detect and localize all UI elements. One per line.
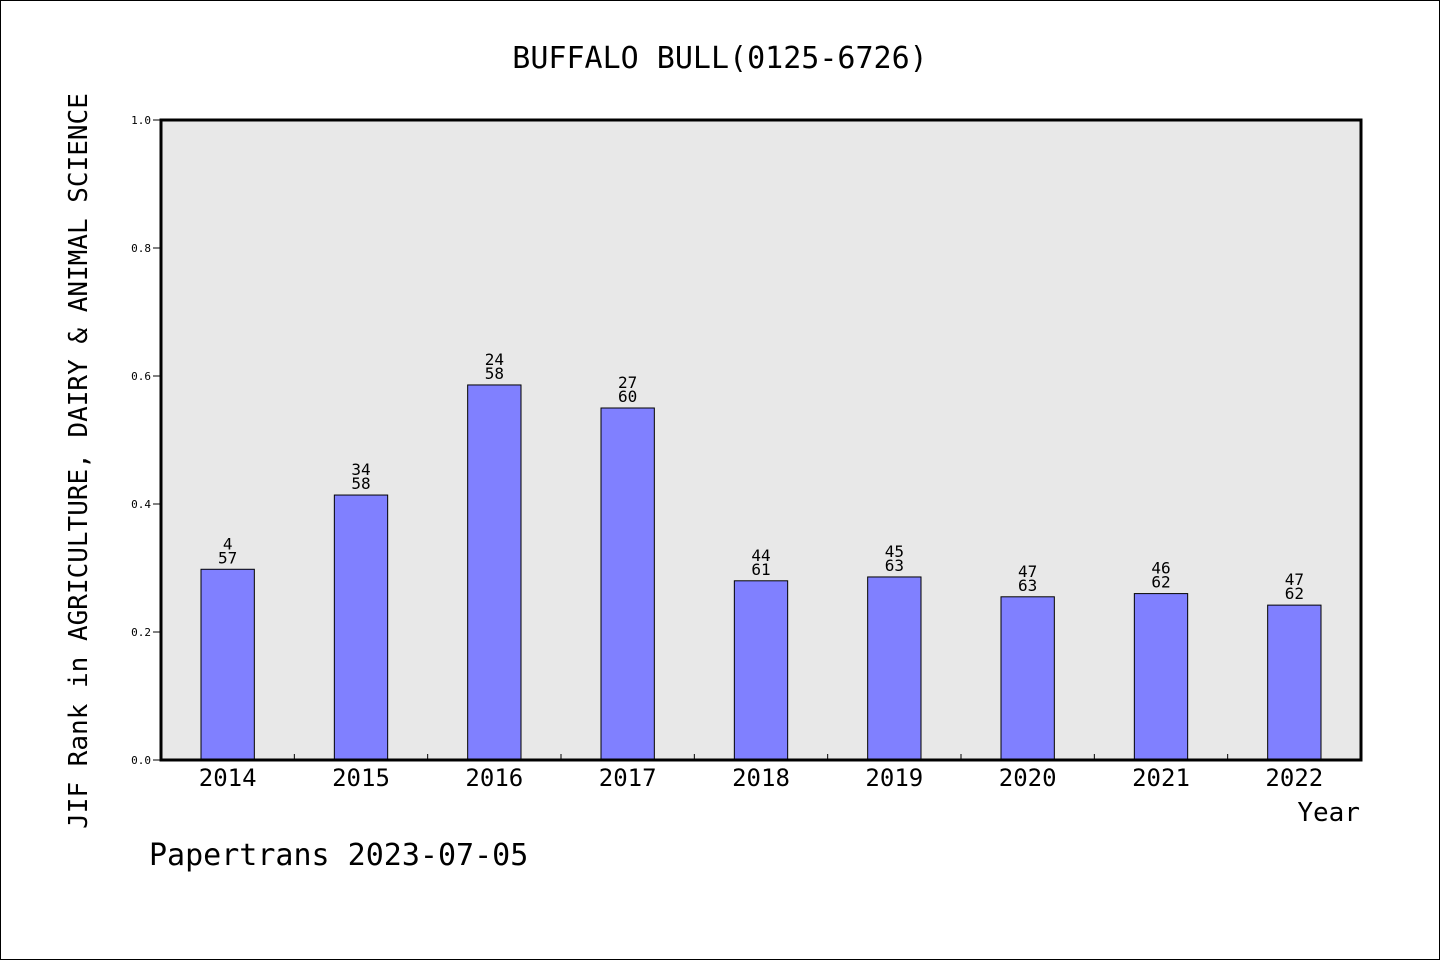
bar-2016	[467, 384, 522, 761]
bar-label-rank-2014: 4	[223, 534, 233, 553]
y-tick-label-1.0: 1.0	[131, 114, 151, 127]
x-tick-label-2017: 2017	[599, 764, 657, 792]
bar-label-total-2014: 57	[218, 548, 237, 567]
y-tick-label-0.2: 0.2	[131, 626, 151, 639]
x-tick-label-2014: 2014	[199, 764, 257, 792]
bar-label-total-2022: 62	[1285, 584, 1304, 603]
bar-label-total-2016: 58	[485, 364, 504, 383]
bar-label-rank-2017: 27	[618, 373, 637, 392]
x-tick-label-2015: 2015	[332, 764, 390, 792]
x-tick-label-2021: 2021	[1132, 764, 1190, 792]
bar-label-total-2020: 63	[1018, 576, 1037, 595]
x-tick-label-2016: 2016	[465, 764, 523, 792]
bar-label-total-2017: 60	[618, 387, 637, 406]
bar-2017	[600, 407, 655, 761]
x-tick-label-2019: 2019	[865, 764, 923, 792]
x-tick-label-2018: 2018	[732, 764, 790, 792]
bar-2020	[1000, 596, 1055, 761]
bar-2019	[867, 576, 922, 761]
bar-label-total-2019: 63	[885, 556, 904, 575]
bar-2018	[733, 580, 789, 761]
bar-label-rank-2018: 44	[751, 546, 770, 565]
y-axis-title: JIF Rank in AGRICULTURE, DAIRY & ANIMAL …	[64, 93, 94, 829]
plot-area: 4572014345820152458201627602017446120184…	[131, 114, 1363, 792]
bar-label-rank-2020: 47	[1018, 562, 1037, 581]
plot-border	[159, 118, 1363, 762]
chart-title: BUFFALO BULL(0125-6726)	[512, 41, 927, 76]
x-tick-label-2022: 2022	[1265, 764, 1323, 792]
x-tick-label-2020: 2020	[999, 764, 1057, 792]
bar-label-rank-2019: 45	[885, 542, 904, 561]
bar-2015	[333, 494, 389, 761]
footer-text: Papertrans 2023-07-05	[149, 838, 528, 873]
bar-2021	[1133, 593, 1189, 761]
bar-2022	[1267, 604, 1322, 761]
bar-label-rank-2016: 24	[485, 350, 504, 369]
y-tick-label-0.4: 0.4	[131, 498, 151, 511]
bar-label-total-2018: 61	[751, 560, 770, 579]
bar-label-rank-2015: 34	[351, 460, 370, 479]
y-tick-label-0.8: 0.8	[131, 242, 151, 255]
y-tick-label-0.6: 0.6	[131, 370, 151, 383]
y-tick-label-0.0: 0.0	[131, 754, 151, 767]
bar-label-total-2021: 62	[1151, 573, 1170, 592]
bar-label-rank-2021: 46	[1151, 559, 1170, 578]
bar-2014	[200, 568, 255, 761]
bar-label-rank-2022: 47	[1285, 570, 1304, 589]
bar-label-total-2015: 58	[351, 474, 370, 493]
x-axis-title: Year	[1297, 798, 1360, 828]
